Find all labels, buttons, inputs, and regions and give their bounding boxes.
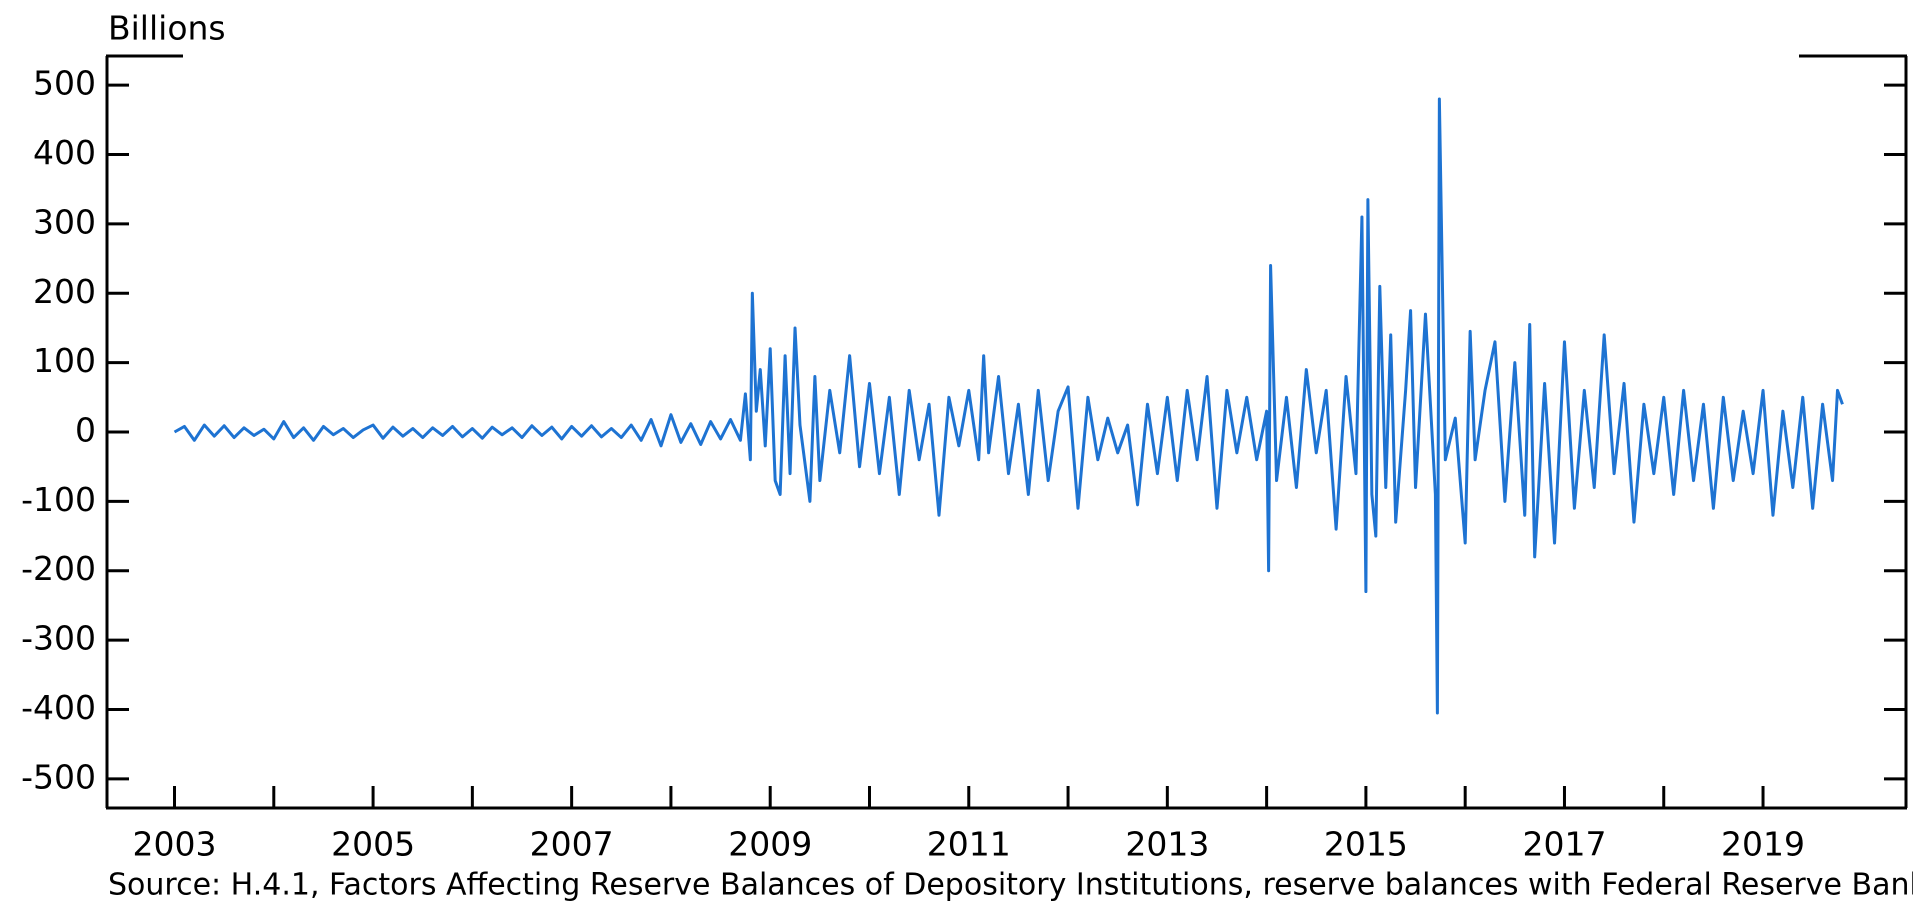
x-tick-label: 2009 <box>728 825 812 864</box>
y-tick-label: 500 <box>33 64 96 103</box>
x-tick-label: 2015 <box>1324 825 1408 864</box>
y-tick-label: -500 <box>21 757 96 796</box>
data-line <box>173 97 1844 715</box>
x-tick-label: 2017 <box>1522 825 1606 864</box>
x-tick-label: 2005 <box>331 825 415 864</box>
y-tick-label: 400 <box>33 133 96 172</box>
y-tick-label: -200 <box>21 549 96 588</box>
y-axis-label: Billions <box>108 9 226 48</box>
x-tick-label: 2013 <box>1125 825 1209 864</box>
x-tick-label: 2007 <box>530 825 614 864</box>
y-tick-label: -400 <box>21 688 96 727</box>
x-tick-label: 2011 <box>927 825 1011 864</box>
source-note: Source: H.4.1, Factors Affecting Reserve… <box>108 868 1913 903</box>
y-tick-label: 0 <box>75 411 96 450</box>
x-tick-label: 2019 <box>1721 825 1805 864</box>
frame <box>105 54 1908 810</box>
x-tick-label: 2003 <box>133 825 217 864</box>
y-tick-label: -300 <box>21 619 96 658</box>
y-tick-label: 200 <box>33 272 96 311</box>
y-tick-label: -100 <box>21 480 96 519</box>
y-tick-label: 100 <box>33 341 96 380</box>
y-tick-label: 300 <box>33 202 96 241</box>
